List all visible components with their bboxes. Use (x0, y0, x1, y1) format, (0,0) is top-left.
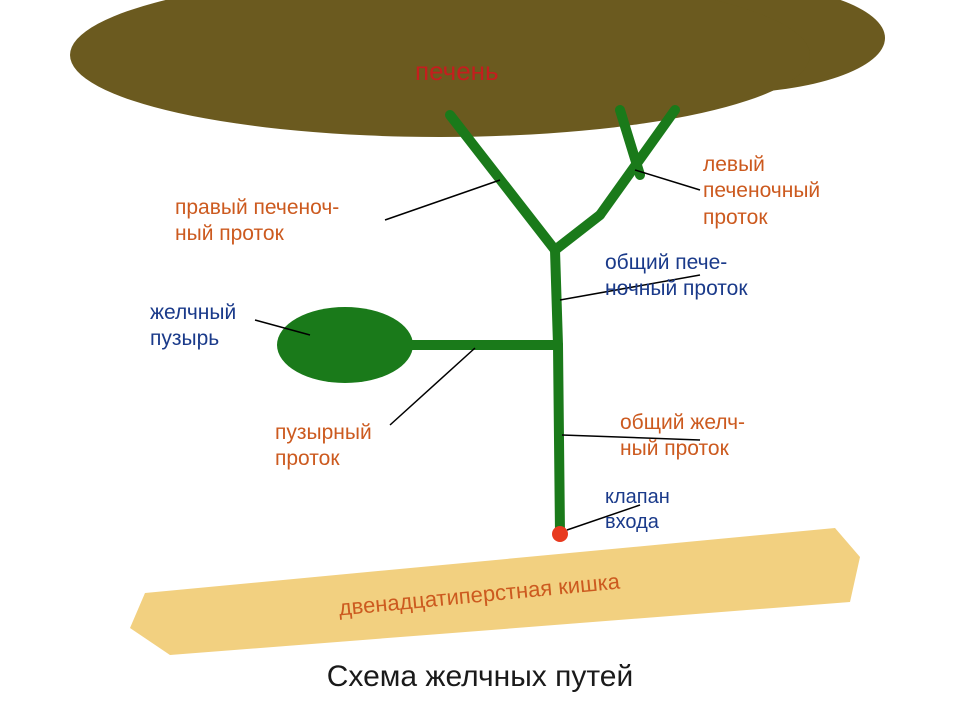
label-valve: клапан входа (605, 485, 670, 535)
text-line: печеночный (703, 179, 820, 202)
text-line: клапан (605, 486, 670, 508)
valve-dot (552, 526, 568, 542)
bile-ducts (400, 110, 675, 534)
text-line: проток (703, 206, 768, 229)
label-common-hepatic-duct: общий пече- ночный проток (605, 250, 748, 303)
text-line: общий пече- (605, 251, 727, 274)
text-line: входа (605, 511, 659, 533)
text-line: правый печеноч- (175, 196, 339, 219)
text-line: ный проток (175, 222, 284, 245)
gallbladder-shape (277, 307, 413, 383)
text-line: пузырь (150, 327, 219, 350)
text-line: проток (275, 447, 340, 470)
label-gallbladder: желчный пузырь (150, 300, 236, 353)
label-liver: печень (415, 55, 499, 88)
label-common-bile-duct: общий желч- ный проток (620, 410, 745, 463)
text-line: общий желч- (620, 411, 745, 434)
text-line: пузырный (275, 421, 372, 444)
diagram-title: Схема желчных путей (0, 660, 960, 694)
biliary-diagram: двенадцатиперстная кишка (0, 0, 960, 720)
label-left-hepatic-duct: левый печеночный проток (703, 152, 820, 231)
text-line: ный проток (620, 437, 729, 460)
text-line: желчный (150, 301, 236, 324)
text-line: левый (703, 153, 765, 176)
label-right-hepatic-duct: правый печеноч- ный проток (175, 195, 339, 248)
text-line: ночный проток (605, 277, 748, 300)
label-cystic-duct: пузырный проток (275, 420, 372, 473)
